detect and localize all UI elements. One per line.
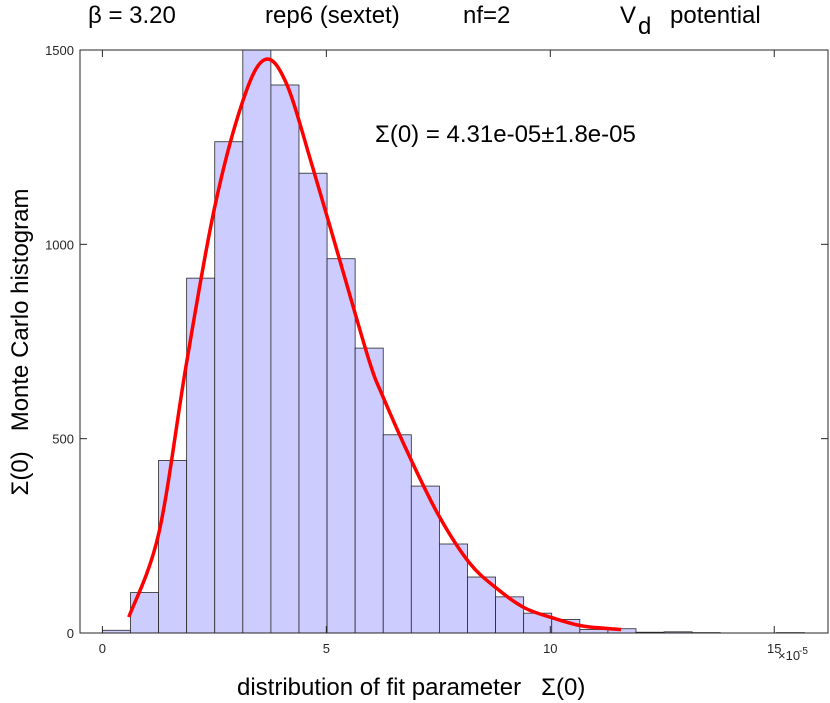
x-axis-label: distribution of fit parameter Σ(0) bbox=[237, 674, 585, 701]
title-potential-sub: d bbox=[638, 13, 651, 40]
histogram-bar bbox=[495, 596, 525, 634]
histogram-bar bbox=[158, 460, 188, 634]
y-tick-label: 500 bbox=[52, 432, 74, 447]
title-nf: nf=2 bbox=[463, 2, 510, 29]
histogram-bar bbox=[242, 49, 272, 634]
title-beta: β = 3.20 bbox=[88, 2, 176, 29]
x-tick-label: 15 bbox=[767, 641, 781, 656]
fit-annotation: Σ(0) = 4.31e-05±1.8e-05 bbox=[375, 121, 636, 148]
histogram-bar bbox=[326, 258, 356, 634]
fit-curve bbox=[127, 57, 622, 632]
histogram-bar bbox=[298, 172, 328, 634]
histogram-bar bbox=[579, 629, 609, 634]
x-tick-label: 0 bbox=[99, 641, 106, 656]
x-tick-label: 5 bbox=[323, 641, 330, 656]
y-axis-label: Σ(0) Monte Carlo histogram bbox=[7, 189, 34, 496]
y-tick-label: 0 bbox=[67, 626, 74, 641]
histogram-bar bbox=[214, 141, 244, 634]
x-exponent: ×10 bbox=[778, 648, 800, 663]
title-potential-v: V bbox=[620, 2, 636, 29]
title-potential-word: potential bbox=[670, 2, 761, 29]
y-tick-label: 1500 bbox=[45, 43, 74, 58]
x-tick-label: 10 bbox=[543, 641, 557, 656]
histogram-bar bbox=[270, 84, 300, 634]
y-tick-label: 1000 bbox=[45, 237, 74, 252]
title-rep: rep6 (sextet) bbox=[265, 2, 400, 29]
plot-area-frame bbox=[79, 49, 829, 634]
histogram-bar bbox=[354, 347, 384, 634]
histogram-bar bbox=[438, 543, 468, 634]
histogram-bar bbox=[382, 434, 412, 634]
axis-ticks: 0 5 10 15 0 500 1000 1500 bbox=[45, 43, 828, 656]
x-exponent-power: -5 bbox=[799, 646, 808, 657]
